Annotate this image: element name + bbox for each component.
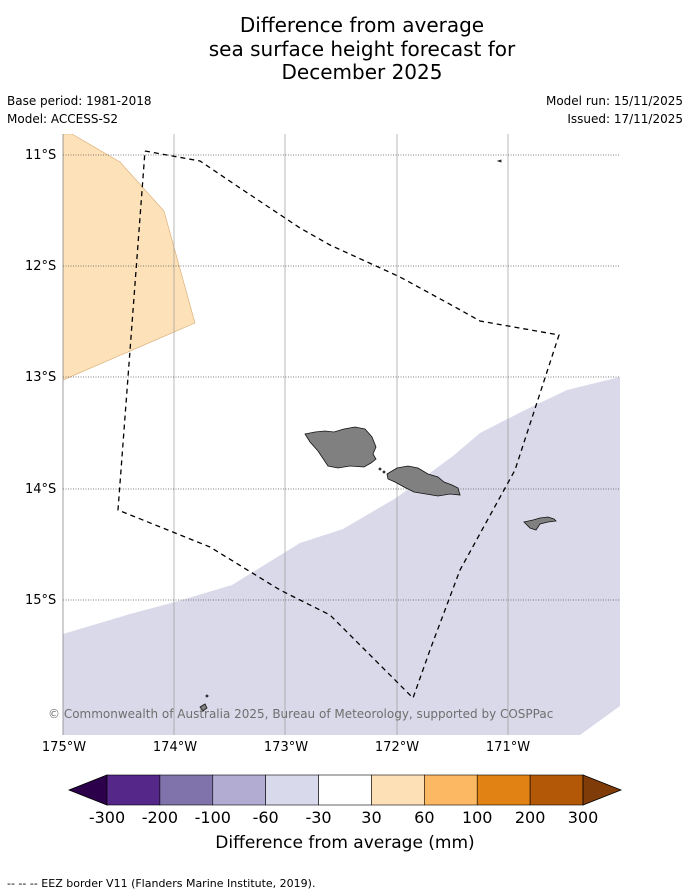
colorbar-tick-label: 200 — [514, 808, 546, 827]
swains-island — [496, 159, 502, 163]
apolima-island — [382, 470, 386, 474]
colorbar-tick-label: 300 — [567, 808, 599, 827]
colorbar-bin — [529, 774, 584, 806]
lon-label-171w: 171°W — [485, 740, 531, 755]
manono-island — [378, 467, 382, 471]
meta-left: Base period: 1981-2018 Model: ACCESS-S2 — [7, 94, 152, 130]
colorbar — [67, 774, 623, 806]
lat-label-15s: 15°S — [25, 593, 57, 608]
eez-footnote: -- -- -- EEZ border V11 (Flanders Marine… — [7, 877, 316, 890]
colorbar-tick-label: -60 — [252, 808, 279, 827]
land-masses — [199, 159, 557, 712]
positive-anomaly-region — [63, 134, 196, 381]
colorbar-tick-label: -300 — [88, 808, 126, 827]
model-name: Model: ACCESS-S2 — [7, 112, 119, 126]
title-line-3: December 2025 — [281, 60, 443, 84]
savaii-island — [304, 426, 377, 469]
tutuila-island — [523, 516, 557, 531]
copyright-notice: © Commonwealth of Australia 2025, Bureau… — [48, 707, 554, 721]
colorbar-bin — [371, 774, 425, 806]
chart-title: Difference from average sea surface heig… — [0, 13, 690, 85]
lat-label-11s: 11°S — [25, 148, 57, 163]
lat-grid-lines — [63, 154, 620, 601]
lat-label-13s: 13°S — [25, 370, 57, 385]
colorbar-tick-label: -100 — [194, 808, 231, 827]
colorbar-tick-label: 100 — [461, 808, 493, 827]
colorbar-tick-label: 60 — [414, 808, 435, 827]
eez-border — [117, 150, 560, 700]
niuafoou-island — [199, 703, 208, 712]
colorbar-label: Difference from average (mm) — [215, 833, 475, 853]
issued-date: Issued: 17/11/2025 — [567, 112, 683, 126]
colorbar-tick-label: -200 — [141, 808, 179, 827]
grid-lines — [173, 134, 509, 735]
colorbar-bin — [476, 774, 531, 806]
upolu-island — [386, 465, 461, 497]
meta-right: Model run: 15/11/2025 Issued: 17/11/2025 — [546, 94, 683, 130]
colorbar-bin — [212, 774, 266, 806]
title-line-1: Difference from average — [239, 13, 485, 37]
colorbar-tick-label: -30 — [305, 808, 332, 827]
lon-label-172w: 172°W — [374, 740, 420, 755]
colorbar-tick-label: 30 — [361, 808, 382, 827]
lat-label-14s: 14°S — [25, 482, 57, 497]
colorbar-bin — [318, 774, 372, 806]
lon-label-174w: 174°W — [152, 740, 198, 755]
lon-label-173w: 173°W — [263, 740, 309, 755]
colorbar-extend-high — [582, 774, 623, 806]
lon-label-175w: 175°W — [41, 740, 87, 755]
colorbar-bin — [265, 774, 319, 806]
model-run: Model run: 15/11/2025 — [545, 94, 683, 108]
base-period: Base period: 1981-2018 — [7, 94, 152, 108]
negative-anomaly-region — [63, 377, 620, 735]
colorbar-bin — [159, 774, 214, 806]
colorbar-bin — [106, 774, 161, 806]
lat-label-12s: 12°S — [25, 259, 57, 274]
title-line-2: sea surface height forecast for — [208, 36, 516, 61]
islet-south — [205, 694, 209, 698]
colorbar-extend-low — [67, 774, 108, 806]
colorbar-bin — [424, 774, 478, 806]
